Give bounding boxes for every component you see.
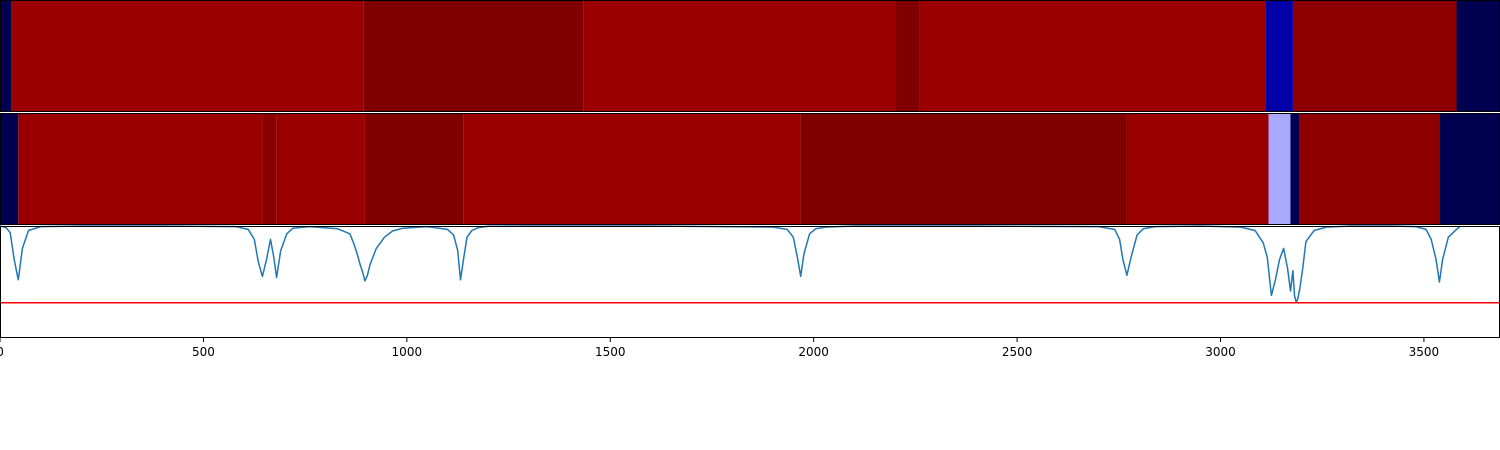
heatmap-segment-2-10 [1299,113,1440,225]
x-tick-label-500: 500 [192,345,215,359]
heatmap-track-2 [0,113,1500,225]
heatmap-segment-2-1 [18,113,263,225]
heatmap-track-1 [0,0,1500,112]
heatmap-segment-1-7 [1292,0,1457,112]
x-tick-label-2500: 2500 [1002,345,1033,359]
series-line-0 [0,225,1461,303]
x-tick-label-3500: 3500 [1409,345,1440,359]
heatmap-segment-1-8 [1456,0,1500,112]
heatmap-segment-2-8 [1268,113,1291,225]
heatmap-segment-1-5 [919,0,1266,112]
x-tick-label-1500: 1500 [595,345,626,359]
heatmap-segment-2-5 [463,113,801,225]
line-plot [0,225,1500,304]
heatmap-segment-1-6 [1265,0,1293,112]
heatmap-segment-1-3 [583,0,896,112]
heatmap-segment-2-6 [800,113,1127,225]
x-tick-label-0: 0 [0,345,4,359]
heatmap-segment-1-4 [895,0,920,112]
heatmap-segment-2-9 [1290,113,1300,225]
x-axis: 0 500 1000 1500 2000 2500 3000 3500 [0,338,1439,359]
heatmap-segment-2-0 [0,113,19,225]
heatmap-segment-2-7 [1126,113,1269,225]
x-tick-label-3000: 3000 [1205,345,1236,359]
heatmap-segment-2-11 [1439,113,1500,225]
x-tick-label-2000: 2000 [798,345,829,359]
heatmap-segment-1-2 [363,0,584,112]
heatmap-segment-1-0 [0,0,12,112]
heatmap-segment-1-1 [11,0,364,112]
heatmap-segment-2-4 [364,113,464,225]
heatmap-segment-2-3 [276,113,365,225]
heatmap-segment-2-2 [262,113,277,225]
x-tick-label-1000: 1000 [392,345,423,359]
